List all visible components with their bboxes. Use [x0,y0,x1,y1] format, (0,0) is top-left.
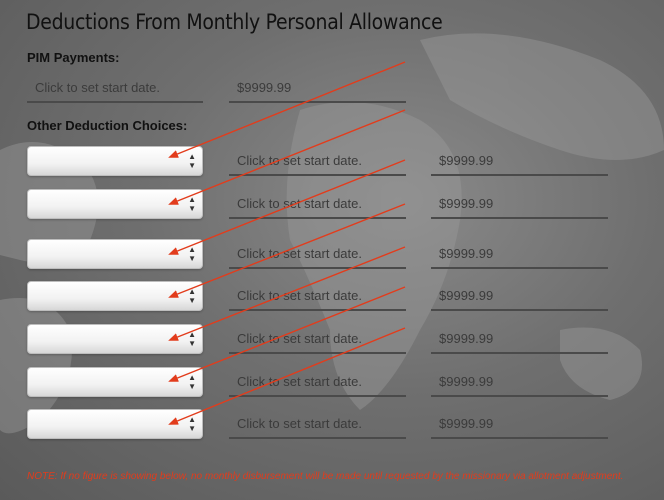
chevron-up-down-icon: ▲ ▼ [188,152,196,170]
deduction-start-date-field[interactable]: Click to set start date. [229,367,406,397]
chevron-up-down-icon: ▲ ▼ [188,245,196,263]
pim-amount-field[interactable]: $9999.99 [229,73,406,103]
deduction-select[interactable]: ▲ ▼ [27,146,203,176]
deduction-select[interactable]: ▲ ▼ [27,281,203,311]
deduction-amount-field[interactable]: $9999.99 [431,409,608,439]
deduction-amount-field[interactable]: $9999.99 [431,146,608,176]
deduction-amount-field[interactable]: $9999.99 [431,367,608,397]
disbursement-note: NOTE: If no figure is showing below, no … [27,471,624,482]
other-deductions-label: Other Deduction Choices: [27,118,188,133]
page-title: Deductions From Monthly Personal Allowan… [26,10,443,34]
deduction-start-date-field[interactable]: Click to set start date. [229,324,406,354]
deduction-start-date-field[interactable]: Click to set start date. [229,146,406,176]
chevron-up-down-icon: ▲ ▼ [188,415,196,433]
deduction-select[interactable]: ▲ ▼ [27,324,203,354]
deduction-select[interactable]: ▲ ▼ [27,239,203,269]
chevron-up-down-icon: ▲ ▼ [188,330,196,348]
chevron-up-down-icon: ▲ ▼ [188,287,196,305]
deduction-amount-field[interactable]: $9999.99 [431,281,608,311]
chevron-up-down-icon: ▲ ▼ [188,373,196,391]
deduction-select[interactable]: ▲ ▼ [27,367,203,397]
deduction-start-date-field[interactable]: Click to set start date. [229,189,406,219]
deduction-start-date-field[interactable]: Click to set start date. [229,281,406,311]
deduction-amount-field[interactable]: $9999.99 [431,324,608,354]
pim-payments-label: PIM Payments: [27,50,120,65]
deduction-select[interactable]: ▲ ▼ [27,189,203,219]
deduction-start-date-field[interactable]: Click to set start date. [229,239,406,269]
deduction-amount-field[interactable]: $9999.99 [431,239,608,269]
deduction-select[interactable]: ▲ ▼ [27,409,203,439]
deduction-start-date-field[interactable]: Click to set start date. [229,409,406,439]
chevron-up-down-icon: ▲ ▼ [188,195,196,213]
pim-start-date-field[interactable]: Click to set start date. [27,73,203,103]
deduction-amount-field[interactable]: $9999.99 [431,189,608,219]
